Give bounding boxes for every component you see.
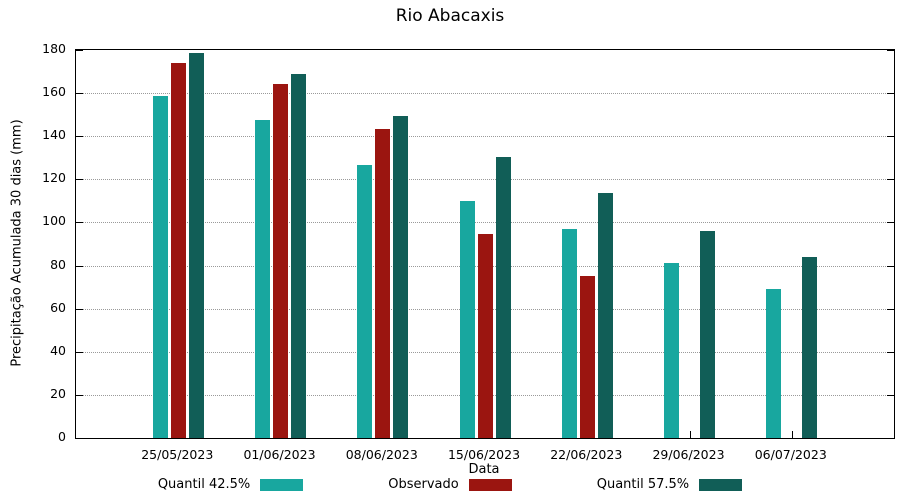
legend-item-quantil-425: Quantil 42.5%	[157, 477, 304, 492]
y-tick-mark	[76, 93, 83, 95]
y-tick-label: 80	[50, 256, 66, 272]
y-tick-label: 160	[42, 84, 66, 100]
bar	[579, 276, 595, 438]
y-tick-label: 60	[50, 299, 66, 315]
y-tick-label: 140	[42, 127, 66, 143]
bar	[291, 73, 306, 438]
y-tick-label: 100	[42, 213, 66, 229]
bar	[459, 200, 475, 438]
y-tick-mark	[887, 93, 894, 95]
legend-label-quantil-425: Quantil 42.5%	[157, 477, 251, 492]
y-tick-label: 120	[42, 170, 66, 186]
bar	[495, 156, 511, 438]
gridline	[76, 93, 894, 95]
bar	[700, 231, 715, 438]
x-tick-label: 08/06/2023	[345, 447, 418, 462]
x-tick-label: 29/06/2023	[652, 447, 725, 462]
plot-area	[75, 49, 895, 439]
y-tick-mark	[887, 222, 894, 224]
y-tick-mark	[76, 222, 83, 224]
y-tick-mark	[76, 50, 83, 51]
legend-item-quantil-575: Quantil 57.5%	[596, 477, 743, 492]
x-tick-mark	[689, 431, 691, 438]
gridline	[76, 222, 894, 224]
y-tick-mark	[887, 351, 894, 353]
legend-label-quantil-575: Quantil 57.5%	[596, 477, 690, 492]
bar	[273, 84, 288, 438]
x-tick-label: 15/06/2023	[447, 447, 521, 462]
y-tick-mark	[76, 308, 83, 310]
bar	[152, 96, 168, 438]
x-tick-label: 25/05/2023	[141, 447, 214, 462]
chart-title: Rio Abacaxis	[395, 6, 505, 26]
y-tick-label: 20	[50, 385, 66, 401]
bar	[375, 128, 391, 438]
legend: Quantil 42.5% Observado Quantil 57.5%	[0, 477, 900, 492]
y-tick-mark	[76, 136, 83, 138]
x-tick-label: 01/06/2023	[243, 447, 316, 462]
y-tick-mark	[76, 179, 83, 181]
gridline	[76, 179, 894, 181]
y-tick-mark	[887, 394, 894, 396]
bar	[170, 62, 186, 438]
y-tick-mark	[76, 438, 83, 439]
x-tick-label: 06/07/2023	[754, 447, 827, 462]
x-tick-label: 22/06/2023	[550, 447, 623, 462]
y-tick-mark	[887, 265, 894, 267]
y-tick-label: 40	[50, 342, 66, 358]
x-axis-label: Data	[468, 462, 500, 477]
bar	[802, 256, 818, 438]
bar	[664, 263, 679, 438]
bar	[766, 289, 782, 438]
bar	[255, 120, 270, 438]
x-tick-mark	[791, 431, 793, 438]
y-tick-mark	[76, 351, 83, 353]
legend-label-observado: Observado	[388, 477, 459, 492]
gridline	[76, 136, 894, 138]
y-axis-label: Precipitação Acumulada 30 dias (mm)	[9, 119, 25, 367]
bar	[597, 193, 613, 438]
legend-swatch-quantil-425	[260, 478, 304, 491]
y-tick-mark	[887, 50, 894, 51]
y-tick-mark	[887, 136, 894, 138]
bar	[357, 165, 373, 438]
bar	[393, 115, 409, 438]
y-tick-mark	[887, 179, 894, 181]
y-tick-label: 0	[58, 429, 66, 444]
bar	[561, 228, 577, 438]
legend-item-observado: Observado	[388, 477, 512, 492]
y-tick-mark	[76, 265, 83, 267]
y-tick-mark	[76, 394, 83, 396]
y-tick-label: 180	[42, 41, 66, 56]
bar	[188, 53, 204, 438]
bar	[477, 234, 493, 438]
legend-swatch-observado	[468, 478, 512, 491]
legend-swatch-quantil-575	[699, 478, 743, 491]
y-tick-mark	[887, 308, 894, 310]
y-tick-mark	[887, 438, 894, 439]
